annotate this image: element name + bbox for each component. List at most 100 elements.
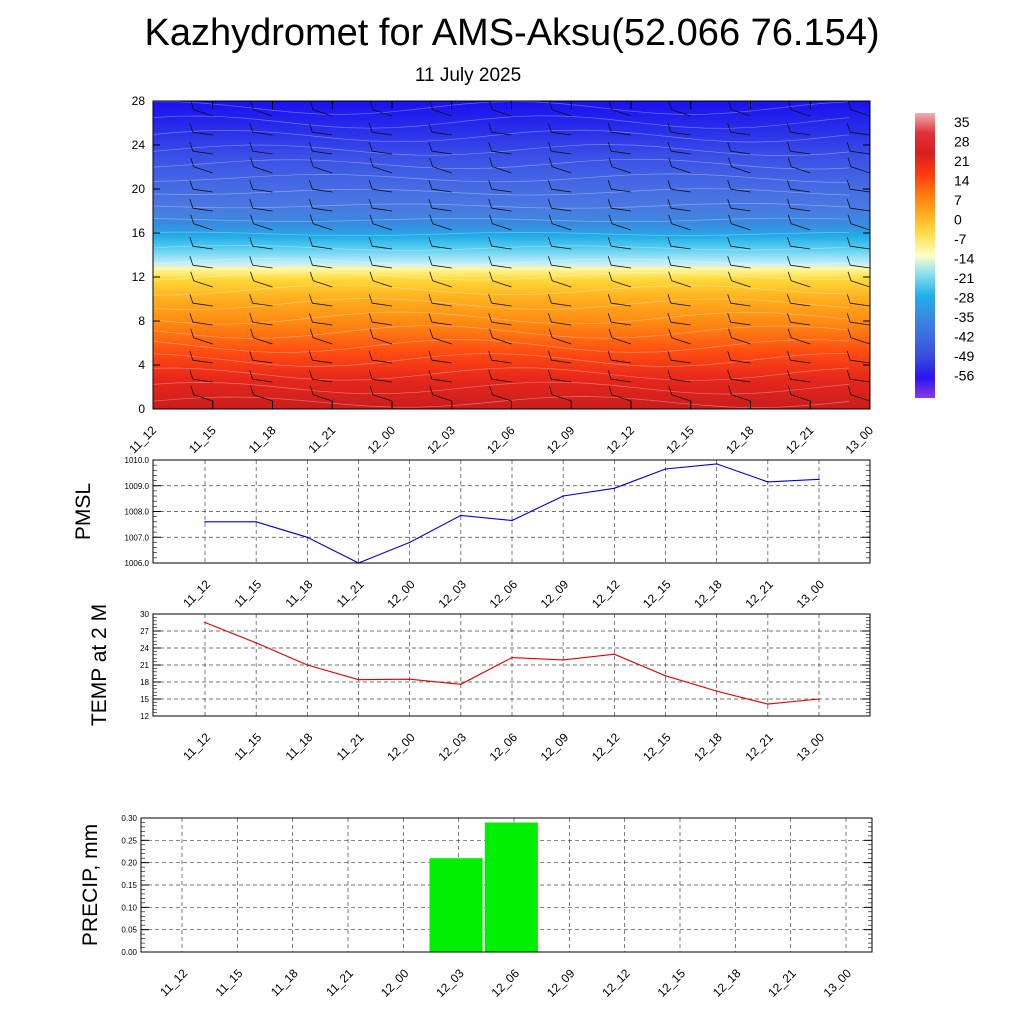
wind-barb <box>253 394 273 402</box>
wind-barb <box>193 166 213 174</box>
wind-barb <box>153 267 154 268</box>
wind-barb <box>253 109 273 117</box>
ytick-label: 1008.0 <box>125 508 150 517</box>
ytick-label: 0.25 <box>121 836 137 845</box>
xtick-label: 12_00 <box>384 577 418 611</box>
wind-barb-flag <box>727 313 732 323</box>
wind-barb-flag <box>787 180 791 190</box>
wind-barb <box>252 245 273 250</box>
ytick-label: 30 <box>140 610 149 619</box>
xtick-label: 11_15 <box>231 730 264 763</box>
chart-subtitle: 11 July 2025 <box>414 65 522 86</box>
data-point <box>511 656 513 659</box>
y-axis-label: PMSL <box>72 483 95 540</box>
data-point <box>255 521 257 523</box>
wind-barb-flag <box>548 294 552 304</box>
ytick-label: 0.00 <box>121 948 137 957</box>
wind-barb <box>491 245 512 250</box>
wind-barb-flag <box>548 256 552 266</box>
temp2m-panel: 12 15 18 21 24 27 30 11_12 11_15 11_18 11_21 12_00 1… <box>88 604 871 764</box>
xtick-label: 12_21 <box>742 730 776 764</box>
xtick-label: 13_00 <box>794 577 828 611</box>
chart-title: Kazhydromet for AMS-Aksu(52.066 76.154) <box>144 12 880 54</box>
wind-barb-flag <box>130 199 133 208</box>
temperature-heatmap: 0 4 8 12 16 20 24 28 11_12 11_15 11_18 11_21 12_00 12… <box>126 94 876 457</box>
wind-barb <box>192 131 213 136</box>
wind-barb-flag <box>368 370 373 380</box>
wind-barb <box>611 359 632 364</box>
wind-barb-flag <box>130 351 133 360</box>
contour-line <box>153 271 850 281</box>
wind-barb-flag <box>368 294 373 304</box>
wind-barb <box>671 109 691 117</box>
wind-barb <box>730 359 751 364</box>
xtick-label: 12_18 <box>710 966 744 1000</box>
colorbar-gradient <box>915 113 935 398</box>
wind-barb-flag <box>309 294 313 304</box>
wind-barb-flag <box>309 328 314 338</box>
wind-barb-flag <box>489 101 493 110</box>
xtick-label: 11_12 <box>157 966 190 999</box>
wind-barb <box>372 166 393 174</box>
wind-barb-flag <box>249 180 254 190</box>
ytick-label: 21 <box>140 661 149 670</box>
wind-barb-flag <box>488 123 493 133</box>
wind-barb-flag <box>787 313 791 323</box>
wind-barb <box>192 359 213 364</box>
ytick-label: 1007.0 <box>125 533 150 542</box>
wind-barb <box>252 264 273 269</box>
wind-barb <box>671 280 691 288</box>
wind-barb <box>551 302 572 307</box>
wind-barb <box>611 264 632 269</box>
wind-barb-flag <box>548 237 552 247</box>
wind-barb <box>730 245 751 250</box>
wind-barb <box>372 188 393 193</box>
wind-barb <box>551 359 572 364</box>
wind-barb-flag <box>846 123 851 133</box>
wind-barb <box>551 188 572 193</box>
wind-barb-flag <box>309 199 313 209</box>
wind-barb-flag <box>608 214 613 224</box>
wind-barb <box>372 150 393 155</box>
wind-barb <box>791 109 811 117</box>
wind-barb <box>730 378 751 383</box>
wind-barb <box>791 280 811 288</box>
wind-barb-flag <box>189 313 194 323</box>
wind-barb-flag <box>428 294 433 304</box>
wind-barb <box>730 321 751 326</box>
heat-ytick-label: 24 <box>132 138 146 152</box>
wind-barb-flag <box>428 123 433 133</box>
heat-xtick-label: 11_12 <box>126 423 159 456</box>
precip-panel: 0.00 0.05 0.10 0.15 0.20 0.25 0.30 11_12 11_15 11… <box>79 814 873 1000</box>
wind-barb <box>552 166 572 174</box>
wind-barb-flag <box>668 328 673 338</box>
wind-barb-flag <box>787 370 791 380</box>
wind-barb <box>551 264 572 269</box>
wind-barb <box>253 166 273 174</box>
wind-barb <box>551 150 572 155</box>
wind-barb <box>850 207 870 212</box>
wind-barb <box>850 337 870 345</box>
wind-barb <box>492 337 512 345</box>
xtick-label: 12_03 <box>435 730 469 764</box>
wind-barb <box>611 245 632 250</box>
wind-barb-flag <box>607 294 612 304</box>
wind-barb-flag <box>249 370 254 380</box>
xtick-label: 11_12 <box>180 577 213 610</box>
wind-barb-flag <box>548 101 553 110</box>
wind-barb <box>850 188 870 193</box>
wind-barb <box>730 264 751 269</box>
data-point <box>715 690 718 692</box>
wind-barb <box>790 207 811 212</box>
wind-barb-flag <box>787 199 791 209</box>
wind-barb <box>611 109 632 117</box>
data-point <box>306 536 309 539</box>
ytick-label: 1006.0 <box>125 559 150 568</box>
wind-barb <box>552 223 572 231</box>
wind-barb <box>551 245 572 250</box>
wind-barb-flag <box>309 214 314 224</box>
xtick-label: 11_21 <box>323 966 356 999</box>
wind-barb <box>492 394 512 402</box>
wind-barb <box>551 207 572 212</box>
contour-line <box>153 217 850 222</box>
